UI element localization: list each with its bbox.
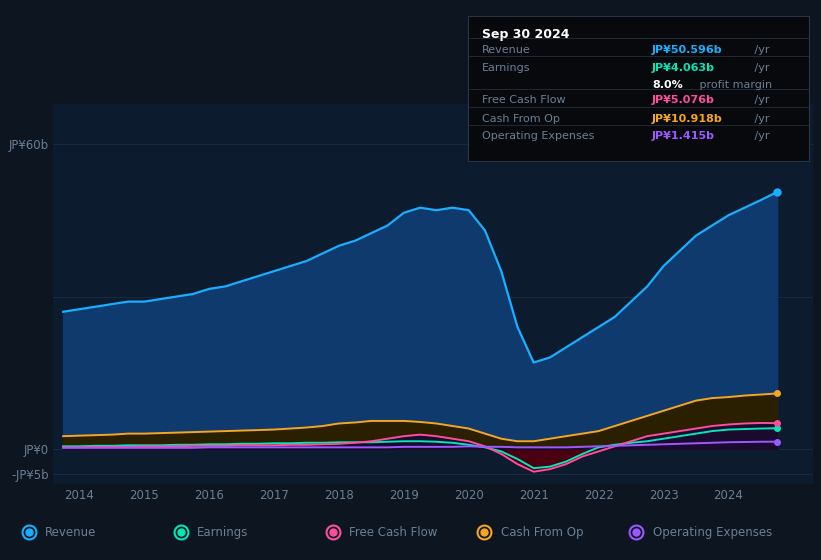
Text: JP¥50.596b: JP¥50.596b: [652, 45, 722, 55]
Text: /yr: /yr: [750, 114, 769, 124]
Text: JP¥1.415b: JP¥1.415b: [652, 132, 715, 142]
Text: Operating Expenses: Operating Expenses: [653, 526, 772, 539]
Text: JP¥4.063b: JP¥4.063b: [652, 63, 715, 73]
Text: Free Cash Flow: Free Cash Flow: [349, 526, 438, 539]
Text: JP¥10.918b: JP¥10.918b: [652, 114, 722, 124]
Text: profit margin: profit margin: [696, 80, 773, 90]
Text: Revenue: Revenue: [482, 45, 530, 55]
Text: Free Cash Flow: Free Cash Flow: [482, 95, 565, 105]
Text: Operating Expenses: Operating Expenses: [482, 132, 594, 142]
Text: JP¥5.076b: JP¥5.076b: [652, 95, 715, 105]
Text: Earnings: Earnings: [482, 63, 530, 73]
Text: /yr: /yr: [750, 45, 769, 55]
Text: Earnings: Earnings: [197, 526, 249, 539]
Text: Revenue: Revenue: [45, 526, 97, 539]
Text: 8.0%: 8.0%: [652, 80, 683, 90]
Text: /yr: /yr: [750, 95, 769, 105]
Text: /yr: /yr: [750, 132, 769, 142]
Text: Cash From Op: Cash From Op: [501, 526, 583, 539]
Text: /yr: /yr: [750, 63, 769, 73]
Text: Sep 30 2024: Sep 30 2024: [482, 28, 569, 41]
Text: Cash From Op: Cash From Op: [482, 114, 559, 124]
